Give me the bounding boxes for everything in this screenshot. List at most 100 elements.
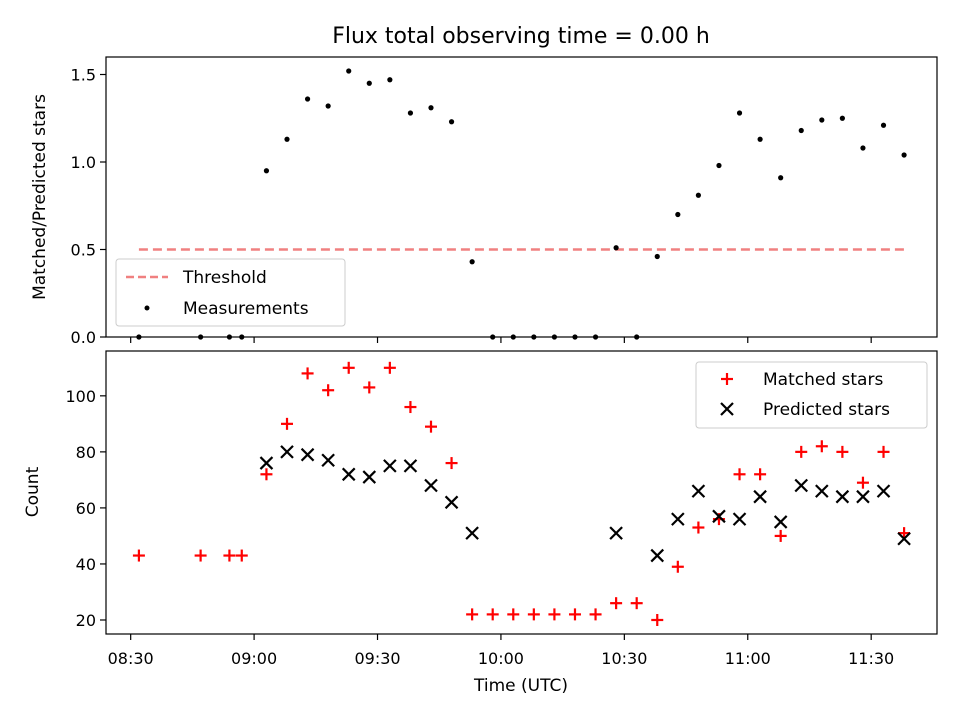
legend-measurements-label: Measurements	[183, 299, 309, 319]
x-tick-label: 11:00	[725, 649, 771, 668]
bottom-plot-frame	[105, 350, 938, 635]
matched-star-point	[568, 608, 581, 621]
predicted-star-point	[856, 489, 870, 504]
matched-star-point	[322, 384, 335, 397]
measurement-point	[428, 105, 434, 111]
predicted-star-point	[712, 509, 726, 524]
matched-star-point	[856, 476, 869, 489]
matched-star-point	[610, 597, 623, 610]
legend-matched-label: Matched stars	[763, 370, 883, 390]
bottom-panel: 20 40 60 80 100 08:30 09:00 09:30 10:00 10:30 11:…	[23, 350, 938, 696]
bottom-x-ticks: 08:30 09:00 09:30 10:00 10:30 11:00 11:30	[108, 634, 894, 668]
top-panel: 0.0 0.5 1.0 1.5 Matched/Predicted stars Thr…	[30, 56, 938, 347]
matched-star-point	[548, 608, 561, 621]
predicted-star-point	[403, 459, 418, 473]
measurement-point	[346, 68, 352, 74]
matched-star-point	[424, 420, 437, 433]
measurement-point	[654, 253, 660, 260]
matched-star-point	[132, 549, 145, 562]
predicted-star-point	[259, 456, 274, 470]
predicted-star-point	[876, 484, 891, 498]
matched-star-point	[733, 468, 746, 481]
matched-star-point	[774, 529, 787, 542]
x-axis-label: Time (UTC)	[473, 676, 568, 696]
bottom-y-tick-label: 60	[76, 499, 96, 518]
matched-star-point	[507, 608, 520, 621]
matched-star-point	[795, 445, 808, 458]
matched-star-point	[486, 608, 499, 621]
matched-star-point	[223, 549, 236, 562]
predicted-star-point	[835, 489, 850, 504]
matched-star-point	[342, 361, 355, 374]
measurement-point	[366, 80, 372, 86]
predicted-star-point	[465, 526, 479, 540]
matched-star-point	[235, 549, 248, 562]
bottom-legend-box	[695, 361, 928, 429]
measurement-point	[469, 259, 475, 265]
top-y-tick-label: 1.5	[71, 66, 96, 85]
predicted-star-point	[341, 467, 356, 482]
predicted-star-point	[280, 445, 294, 459]
bottom-y-ticks: 20 40 60 80 100	[65, 387, 106, 630]
matched-star-point	[898, 527, 911, 540]
measurement-point	[736, 110, 743, 116]
matched-star-point	[589, 608, 602, 621]
predicted-star-point	[424, 478, 438, 493]
measurement-point	[695, 192, 701, 198]
predicted-star-point	[691, 484, 706, 498]
measurement-point	[387, 77, 393, 83]
predicted-star-point	[773, 515, 788, 529]
x-tick-label: 10:00	[478, 649, 524, 668]
matched-star-point	[301, 367, 314, 380]
predicted-star-point	[321, 453, 335, 468]
matched-star-point	[651, 613, 664, 626]
legend-matched-swatch	[721, 373, 733, 385]
top-y-ticks: 0.0 0.5 1.0 1.5	[71, 66, 106, 347]
top-y-tick-label: 0.5	[71, 241, 96, 260]
matched-star-point	[363, 381, 376, 394]
matched-star-point	[877, 445, 890, 458]
measurement-point	[263, 168, 270, 174]
top-y-axis-label: Matched/Predicted stars	[30, 94, 50, 300]
predicted-star-point	[815, 484, 829, 498]
predicted-star-point	[362, 470, 377, 484]
predicted-star-point	[650, 548, 665, 563]
measurement-point	[716, 162, 722, 169]
measurement-point	[901, 152, 907, 158]
bottom-legend: Matched stars Predicted stars	[695, 361, 928, 429]
predicted-star-point	[444, 495, 459, 510]
figure-title: Flux total observing time = 0.00 h	[332, 24, 710, 49]
matched-star-point	[260, 468, 273, 481]
matched-star-point	[692, 521, 705, 534]
measurement-point	[819, 117, 825, 123]
bottom-y-tick-label: 80	[76, 443, 96, 462]
matched-star-point	[754, 468, 767, 481]
legend-measurements-swatch	[144, 305, 150, 311]
top-plot-frame	[105, 56, 938, 338]
bottom-y-tick-label: 100	[65, 387, 96, 406]
x-tick-label: 08:30	[108, 649, 154, 668]
top-y-tick-label: 1.0	[71, 153, 96, 172]
legend-threshold-label: Threshold	[182, 268, 267, 288]
matched-star-point	[815, 440, 828, 453]
measurement-point	[407, 110, 414, 116]
measurement-point	[798, 127, 804, 134]
bottom-y-axis-label: Count	[23, 466, 43, 517]
top-y-tick-label: 0.0	[71, 328, 96, 347]
measurement-point	[778, 175, 784, 181]
measurement-point	[325, 103, 331, 109]
x-tick-label: 09:00	[231, 649, 277, 668]
predicted-star-point	[732, 512, 747, 526]
predicted-star-point	[383, 459, 397, 473]
legend-predicted-swatch	[720, 402, 734, 416]
bottom-y-tick-label: 40	[76, 555, 96, 574]
x-tick-label: 10:30	[601, 649, 647, 668]
measurement-point	[860, 145, 866, 151]
measurement-point	[304, 96, 311, 102]
measurement-point	[284, 136, 290, 142]
measurement-point	[880, 122, 887, 128]
matched-star-point	[383, 361, 396, 374]
predicted-star-point	[609, 526, 623, 540]
top-x-ticks	[130, 337, 872, 343]
legend-predicted-label: Predicted stars	[763, 400, 890, 420]
